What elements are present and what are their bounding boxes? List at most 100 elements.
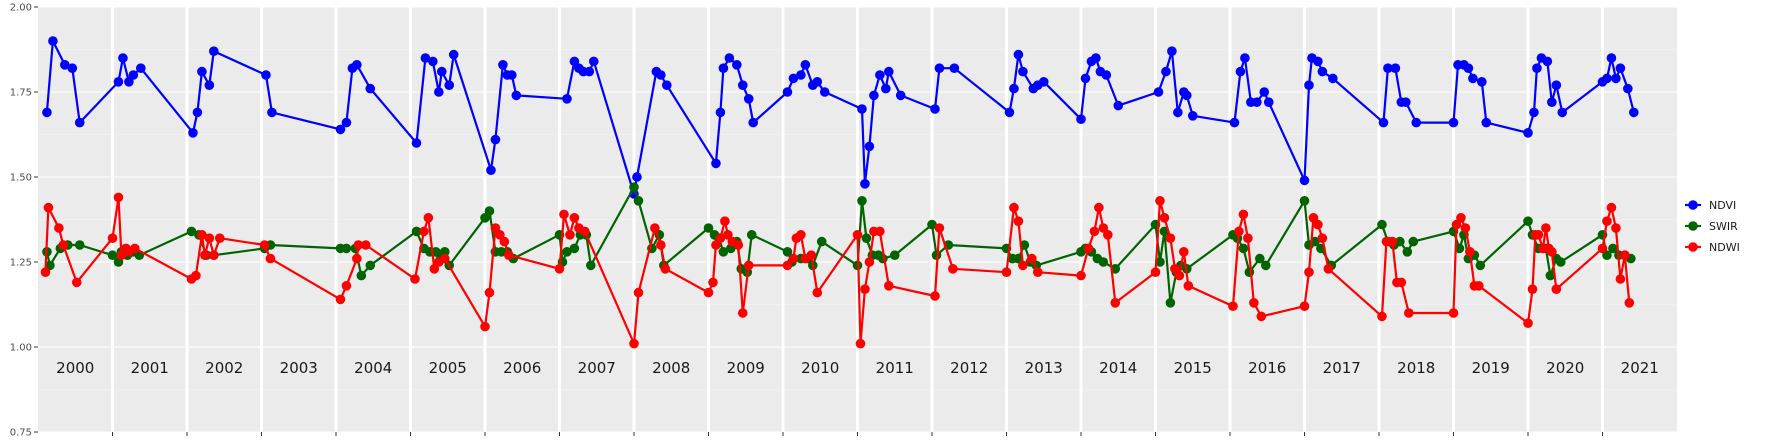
data-point-ndvi: [1091, 53, 1101, 63]
data-point-ndvi: [711, 158, 721, 169]
legend-label-ndvi: NDVI: [1709, 199, 1736, 212]
data-point-ndvi: [1263, 97, 1274, 107]
data-point-ndwi: [1527, 284, 1538, 295]
data-point-ndwi: [1150, 267, 1161, 278]
data-point-ndvi: [1167, 46, 1177, 56]
data-point-ndwi: [361, 240, 371, 250]
data-point-ndwi: [1249, 298, 1259, 308]
data-point-ndwi: [1165, 233, 1176, 243]
data-point-ndwi: [490, 223, 501, 233]
data-point-ndvi: [732, 60, 742, 70]
data-point-ndwi: [1308, 213, 1319, 223]
data-point-ndwi: [265, 253, 276, 264]
y-tick-label: 2.00: [10, 3, 32, 14]
data-point-ndvi: [192, 107, 203, 118]
data-point-ndvi: [632, 172, 642, 182]
year-label: 2004: [354, 359, 392, 377]
data-point-ndwi: [1474, 281, 1484, 291]
data-point-ndwi: [1448, 308, 1459, 318]
data-point-ndwi: [499, 236, 510, 247]
data-point-ndvi: [1401, 97, 1411, 107]
data-point-ndvi: [743, 94, 754, 104]
data-point-ndwi: [852, 230, 863, 240]
data-point-ndwi: [715, 233, 726, 243]
data-point-ndwi: [1313, 219, 1323, 230]
data-point-ndwi: [259, 240, 270, 250]
data-point-ndwi: [214, 233, 225, 243]
data-point-ndwi: [1602, 216, 1612, 226]
data-point-swir: [1402, 247, 1413, 257]
data-point-ndwi: [1179, 247, 1189, 257]
data-point-ndvi: [562, 94, 572, 104]
data-point-ndvi: [74, 117, 85, 128]
data-point-swir: [585, 260, 596, 271]
data-point-ndvi: [1448, 117, 1459, 128]
data-point-ndwi: [656, 240, 666, 250]
data-point-ndwi: [353, 240, 364, 250]
data-point-ndwi: [1103, 230, 1113, 240]
data-point-ndwi: [429, 264, 440, 274]
data-point-ndvi: [1557, 107, 1568, 118]
data-point-ndvi: [1463, 63, 1474, 73]
data-point-swir: [411, 226, 422, 237]
data-point-ndvi: [584, 66, 595, 77]
data-point-ndvi: [365, 83, 376, 94]
year-label: 2019: [1472, 359, 1510, 377]
data-point-ndvi: [1113, 100, 1124, 111]
year-label: 2005: [429, 359, 467, 377]
data-point-ndvi: [1173, 107, 1183, 118]
data-point-ndvi: [136, 63, 146, 73]
data-point-ndvi: [48, 36, 58, 46]
data-point-ndwi: [806, 250, 817, 260]
data-point-ndvi: [1328, 73, 1338, 84]
year-label: 2016: [1248, 359, 1286, 377]
data-point-ndwi: [934, 223, 945, 233]
data-point-ndwi: [197, 230, 207, 240]
data-point-swir: [1098, 257, 1109, 267]
data-point-ndwi: [565, 230, 575, 240]
data-point-ndwi: [1523, 318, 1533, 329]
y-tick-label: 1.00: [10, 343, 32, 354]
data-point-ndvi: [1013, 49, 1024, 60]
legend: NDVI SWIR NDWI: [1685, 199, 1740, 254]
data-point-swir: [1608, 243, 1618, 254]
data-point-swir: [718, 247, 729, 257]
data-point-swir: [439, 247, 450, 257]
data-point-ndwi: [580, 226, 590, 237]
data-point-ndvi: [1076, 114, 1086, 124]
data-point-ndvi: [1529, 107, 1539, 118]
data-point-ndwi: [860, 284, 870, 295]
data-point-ndvi: [737, 80, 748, 90]
data-point-ndvi: [1523, 128, 1533, 138]
data-point-ndvi: [724, 53, 735, 63]
data-point-ndwi: [788, 253, 799, 264]
data-point-ndwi: [419, 226, 429, 237]
year-label: 2009: [727, 359, 765, 377]
data-point-ndwi: [480, 321, 490, 332]
data-point-swir: [74, 240, 85, 250]
data-point-ndwi: [43, 202, 54, 213]
data-point-ndwi: [1299, 301, 1310, 312]
year-label: 2015: [1174, 359, 1212, 377]
data-point-ndwi: [1018, 260, 1028, 271]
data-point-ndwi: [733, 240, 744, 250]
data-point-ndvi: [930, 104, 940, 114]
y-tick-label: 1.50: [10, 173, 32, 184]
data-point-swir: [1244, 267, 1255, 278]
data-point-ndvi: [1390, 63, 1401, 73]
data-point-ndvi: [1542, 56, 1553, 67]
data-point-ndwi: [1317, 233, 1328, 243]
data-point-ndvi: [1259, 87, 1270, 97]
series-ndwi: [40, 192, 1635, 349]
data-point-ndvi: [1004, 107, 1015, 118]
data-point-ndwi: [1606, 202, 1617, 213]
data-point-ndwi: [864, 257, 875, 267]
data-point-swir: [782, 247, 793, 257]
data-point-ndwi: [1615, 274, 1626, 284]
data-point-ndvi: [67, 63, 78, 73]
data-point-ndvi: [1481, 117, 1492, 128]
data-point-ndwi: [883, 281, 894, 291]
year-label: 2012: [950, 359, 988, 377]
data-point-ndwi: [708, 277, 718, 288]
